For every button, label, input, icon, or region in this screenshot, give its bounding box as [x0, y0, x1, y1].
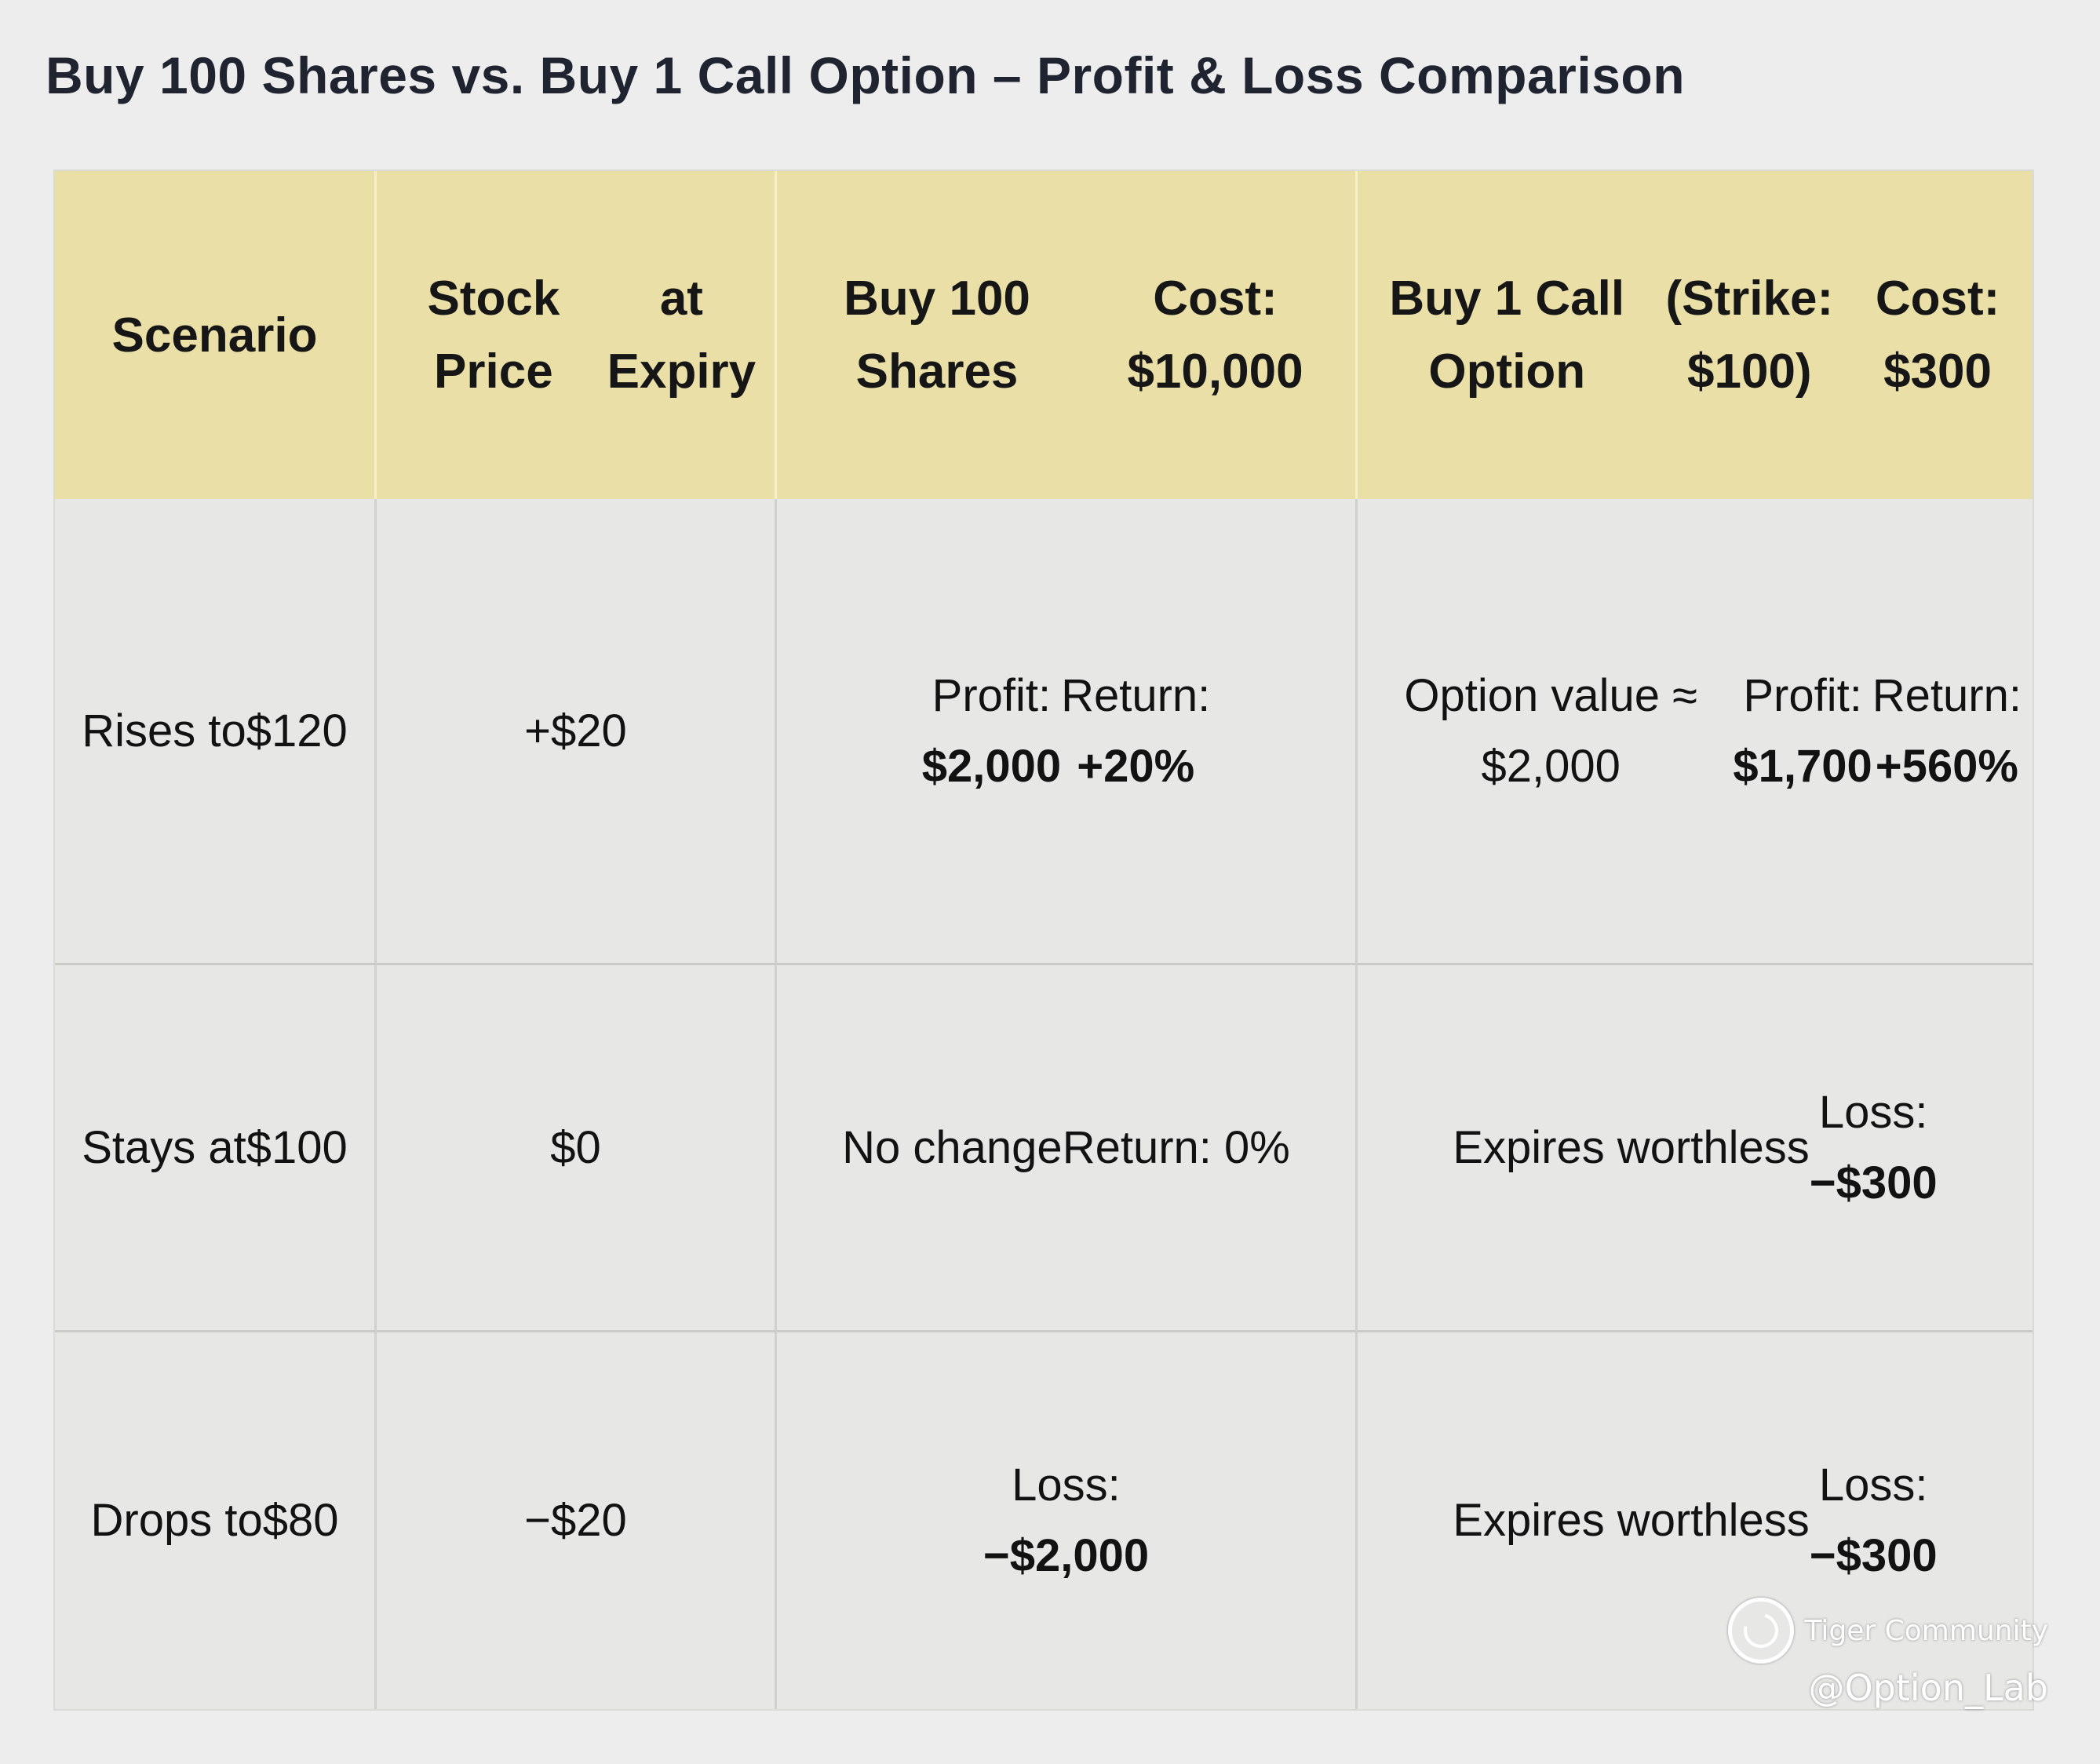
watermark-handle: @Option_Lab: [1808, 1667, 2048, 1709]
header-stock-price: Stock Price at Expiry: [377, 171, 777, 499]
header-buy-shares: Buy 100 Shares Cost: $10,000: [777, 171, 1358, 499]
shares-result-cell: Profit: $2,000 Return: +20%: [777, 499, 1358, 965]
watermark-brand: Tiger Community: [1804, 1614, 2048, 1647]
shares-result-cell: Loss: −$2,000: [777, 1332, 1358, 1709]
stock-change-cell: +$20: [377, 499, 777, 965]
shares-result-cell: No change Return: 0%: [777, 965, 1358, 1332]
option-result-cell: Expires worthless Loss: −$300: [1358, 965, 2033, 1332]
header-scenario: Scenario: [55, 171, 377, 499]
watermark: Tiger Community @Option_Lab: [1727, 1598, 2048, 1709]
tiger-community-logo-icon: [1727, 1598, 1794, 1664]
scenario-cell: Rises to $120: [55, 499, 377, 965]
option-result-cell: Option value ≈ $2,000 Profit: $1,700 Ret…: [1358, 499, 2033, 965]
stock-change-cell: −$20: [377, 1332, 777, 1709]
stock-change-cell: $0: [377, 965, 777, 1332]
header-buy-call: Buy 1 Call Option (Strike: $100) Cost: $…: [1358, 171, 2033, 499]
scenario-cell: Stays at $100: [55, 965, 377, 1332]
comparison-table: Scenario Stock Price at Expiry Buy 100 S…: [55, 171, 2033, 1709]
scenario-cell: Drops to $80: [55, 1332, 377, 1709]
page-title: Buy 100 Shares vs. Buy 1 Call Option – P…: [46, 46, 1686, 104]
option-result-cell: Expires worthless Loss: −$300: [1358, 1332, 2033, 1709]
